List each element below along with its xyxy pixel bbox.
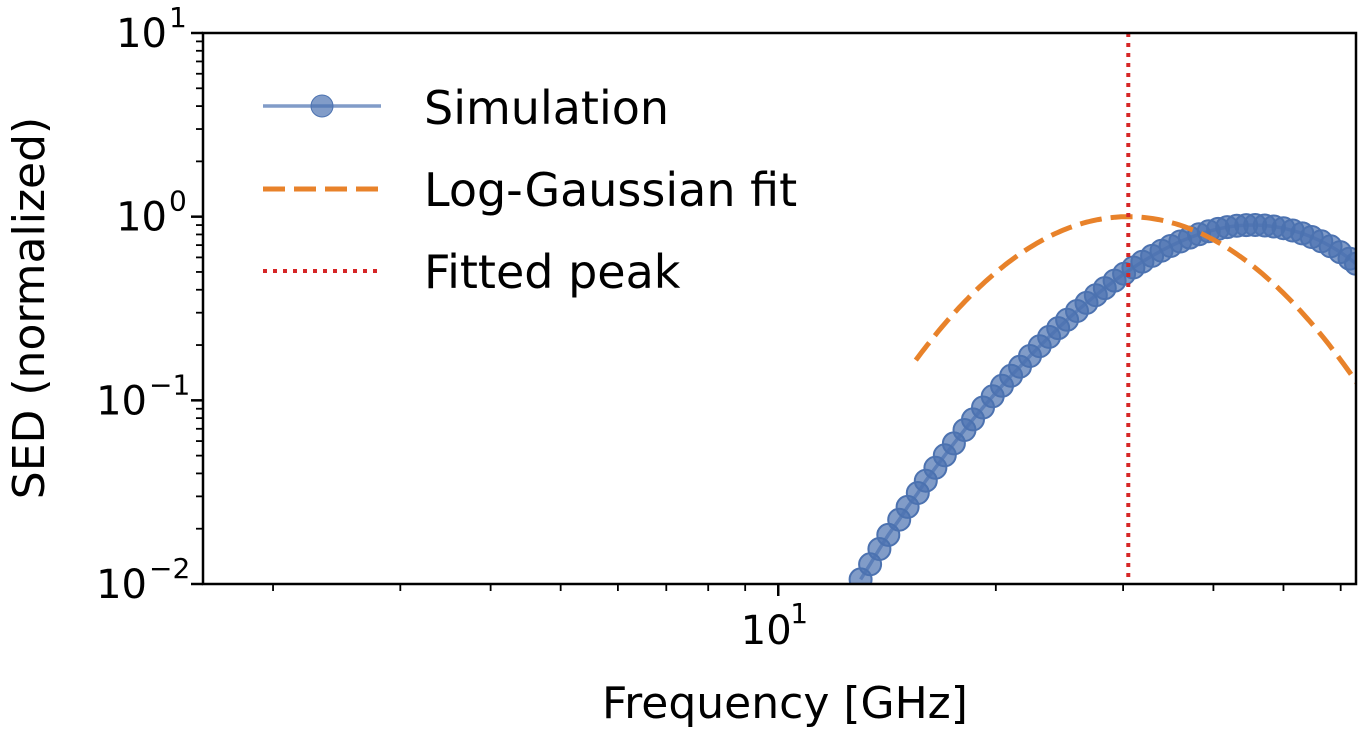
y-tick-label-exponent: −1	[149, 368, 190, 401]
simulation-markers	[848, 213, 1356, 584]
simulation-point	[1344, 251, 1356, 276]
x-tick-label: 10	[741, 608, 792, 654]
legend-item-peak: Fitted peak	[263, 245, 681, 299]
y-tick-label-exponent: 0	[169, 185, 187, 218]
y-tick-label: 10	[96, 378, 147, 424]
legend-item-simulation: Simulation	[263, 81, 669, 135]
log-gaussian-fit-line	[913, 214, 1356, 386]
y-tick-label: 10	[116, 11, 167, 57]
legend-simulation-swatch-marker	[310, 94, 334, 118]
legend-fit-label: Log-Gaussian fit	[424, 163, 797, 217]
x-tick-label-exponent: 1	[790, 597, 808, 630]
y-axis-label: SED (normalized)	[4, 117, 55, 499]
legend-peak-label: Fitted peak	[424, 245, 681, 299]
legend-simulation-label: Simulation	[424, 81, 669, 135]
y-tick-label: 10	[96, 562, 147, 608]
x-axis-label: Frequency [GHz]	[602, 678, 968, 729]
legend: Simulation Log-Gaussian fit Fitted peak	[263, 81, 797, 299]
x-axis-ticks: 101	[272, 584, 1342, 654]
y-tick-label: 10	[116, 195, 167, 241]
y-tick-label-exponent: 1	[169, 1, 187, 34]
plot-frame	[201, 31, 1358, 586]
legend-item-fit: Log-Gaussian fit	[263, 163, 797, 217]
y-tick-label-exponent: −2	[149, 552, 190, 585]
plot-content	[848, 33, 1356, 584]
